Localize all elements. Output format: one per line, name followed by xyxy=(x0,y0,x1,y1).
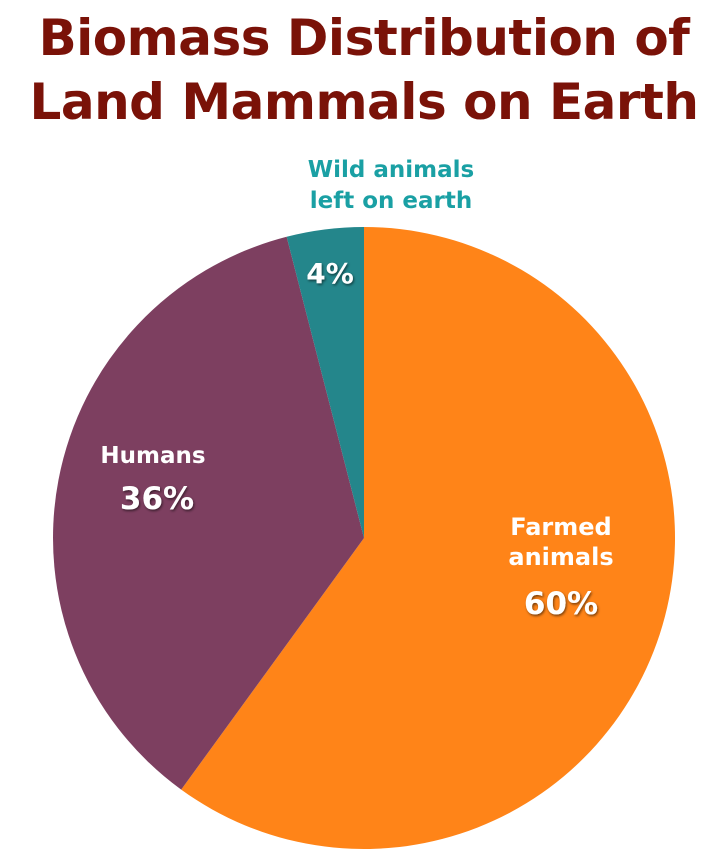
pie-slices xyxy=(53,227,676,849)
wild-animals-label-line-2: left on earth xyxy=(310,188,473,214)
wild-animals-value-label: 4% xyxy=(306,257,354,290)
chart-title: Biomass Distribution of Land Mammals on … xyxy=(0,6,728,134)
pie-slice-wild-animals xyxy=(286,227,364,538)
farmed-animals-value-label: 60% xyxy=(524,586,598,622)
farmed-animals-label-line-1: Farmed xyxy=(510,513,611,541)
wild-animals-label: Wild animals left on earth 4% xyxy=(306,157,474,290)
humans-value-label: 36% xyxy=(120,481,194,517)
pie-slice-farmed-animals xyxy=(181,227,676,849)
pie-slice-humans xyxy=(53,236,365,790)
chart-title-line-2: Land Mammals on Earth xyxy=(29,73,699,131)
wild-animals-label-line-1: Wild animals xyxy=(308,157,474,183)
farmed-animals-label-line-2: animals xyxy=(508,543,613,571)
humans-label-line-1: Humans xyxy=(100,443,205,469)
humans-label: Humans 36% xyxy=(100,443,205,517)
farmed-animals-label: Farmed animals 60% xyxy=(508,513,613,622)
chart-title-line-1: Biomass Distribution of xyxy=(38,9,690,67)
